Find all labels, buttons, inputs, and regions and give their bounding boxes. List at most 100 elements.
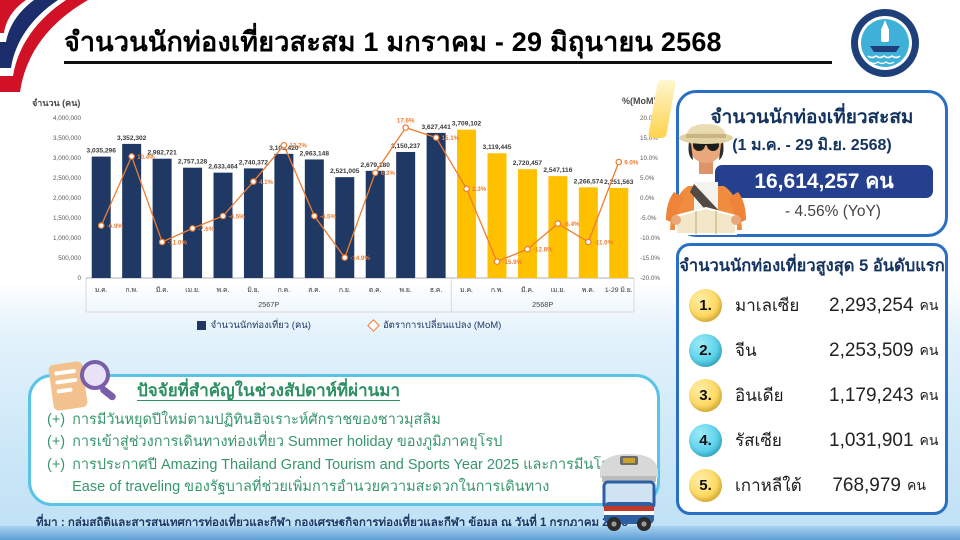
- bar: [426, 132, 446, 278]
- legend-item-bars: จำนวนนักท่องเที่ยว (คน): [196, 318, 311, 333]
- x-tick-label: มี.ค.: [156, 286, 169, 294]
- mom-point: [189, 225, 196, 232]
- y-left-tick: 1,000,000: [53, 235, 82, 242]
- y-axis-left-title: จำนวน (คน): [32, 98, 81, 108]
- factor-text: การมีวันหยุดปีใหม่ตามปฏิทินฮิจเราะห์ศักร…: [72, 412, 441, 428]
- header: จำนวนนักท่องเที่ยวสะสม 1 มกราคม - 29 มิถ…: [0, 0, 960, 92]
- legend-item-line: อัตราการเปลี่ยนแปลง (MoM): [367, 318, 502, 333]
- bar: [213, 172, 233, 278]
- bar-value-label: 2,633,464: [208, 164, 238, 171]
- unit-label: คน: [919, 386, 939, 403]
- bar: [396, 151, 416, 278]
- bottom-wave-decoration: [0, 526, 960, 540]
- mom-point: [128, 153, 135, 160]
- mom-point: [158, 238, 166, 246]
- bar-value-label: 2,740,372: [239, 159, 269, 166]
- country-label: อินเดีย: [735, 386, 784, 405]
- country-value: 1,179,243: [829, 384, 914, 406]
- x-tick-label: พ.ค.: [582, 287, 595, 294]
- y-left-tick: 2,000,000: [53, 195, 82, 202]
- bar-value-label: 2,266,574: [574, 178, 604, 185]
- x-tick-label: มิ.ย.: [247, 286, 259, 294]
- top5-rows: 1. มาเลเซีย 2,293,254 คน 2. จีน 2,253,50…: [679, 283, 945, 508]
- x-tick-label: มี.ค.: [521, 286, 534, 294]
- x-tick-label: เม.ย.: [185, 287, 200, 294]
- y-left-tick: 0: [77, 275, 81, 282]
- mom-value-label: 13.2%: [289, 143, 307, 150]
- y-left-tick: 1,500,000: [53, 215, 82, 222]
- y-axis-right-title: %(MoM): [622, 96, 657, 106]
- bar: [122, 143, 142, 278]
- bar: [487, 153, 507, 278]
- y-left-tick: 3,500,000: [53, 135, 82, 142]
- bar-value-label: 2,679,180: [361, 162, 391, 169]
- x-tick-label: ม.ค.: [95, 287, 108, 294]
- country-value: 768,979: [832, 474, 901, 496]
- y-right-tick: -15.0%: [640, 255, 660, 262]
- legend-line-label: อัตราการเปลี่ยนแปลง (MoM): [382, 320, 502, 331]
- top5-panel: จำนวนนักท่องเที่ยวสูงสุด 5 อันดับแรก 1. …: [676, 243, 948, 515]
- factor-text: การประกาศปี Amazing Thailand Grand Touri…: [72, 456, 636, 496]
- rank-badge: 4.: [689, 424, 722, 457]
- top5-row: 4. รัสเซีย 1,031,901 คน: [679, 418, 945, 463]
- factors-list: (+) การมีวันหยุดปีใหม่ตามปฏิทินฮิจเราะห์…: [47, 409, 639, 499]
- legend-bars-label: จำนวนนักท่องเที่ยว (คน): [210, 320, 311, 331]
- y-right-tick: -5.0%: [640, 215, 657, 222]
- y-right-tick: -20.0%: [640, 275, 660, 282]
- mom-value-label: -14.9%: [350, 255, 370, 262]
- mom-value-label: -11.0%: [168, 239, 188, 246]
- mom-point: [219, 212, 227, 220]
- bar: [609, 187, 629, 278]
- x-tick-label: ต.ค.: [369, 287, 382, 294]
- country-value: 2,253,509: [829, 339, 914, 361]
- bar-value-label: 3,119,445: [483, 144, 512, 151]
- summary-panel: จำนวนนักท่องเที่ยวสะสม (1 ม.ค. - 29 มิ.ย…: [676, 90, 948, 237]
- mom-value-label: -4.5%: [229, 213, 246, 220]
- y-right-tick: 10.0%: [640, 155, 658, 162]
- bar-value-label: 2,720,457: [513, 160, 543, 167]
- mom-value-label: 15.1%: [442, 135, 460, 142]
- bar-value-label: 2,521,005: [330, 168, 360, 175]
- key-factors-panel: ปัจจัยที่สำคัญในช่วงสัปดาห์ที่ผ่านมา (+)…: [28, 360, 660, 506]
- mom-value-label: -6.9%: [107, 223, 124, 230]
- country-label: จีน: [735, 341, 757, 360]
- y-right-tick: 20.0%: [640, 115, 658, 122]
- mom-value-label: 4.1%: [259, 179, 274, 186]
- summary-total-badge: 16,614,257 คน: [715, 165, 933, 198]
- bar-value-label: 3,709,102: [452, 121, 482, 128]
- mom-point: [97, 222, 105, 229]
- factor-item: (+) การเข้าสู่ช่วงการเดินทางท่องเที่ยว S…: [47, 431, 639, 453]
- mom-point: [250, 178, 257, 185]
- bar-value-label: 2,963,148: [300, 150, 330, 157]
- clipboard-magnifier-icon: [48, 360, 116, 411]
- mom-value-label: -6.4%: [563, 221, 580, 228]
- mom-point: [402, 124, 409, 131]
- bar: [91, 156, 111, 278]
- y-left-tick: 2,500,000: [53, 175, 82, 182]
- rank-badge: 1.: [689, 289, 722, 322]
- bar-value-label: 3,352,302: [117, 135, 147, 142]
- mom-value-label: 2.3%: [472, 186, 487, 193]
- top5-row: 5. เกาหลีใต้ 768,979 คน: [679, 463, 945, 508]
- rank-badge: 5.: [689, 469, 722, 502]
- summary-period: (1 ม.ค. - 29 มิ.ย. 2568): [732, 137, 892, 154]
- bar: [335, 177, 355, 278]
- x-tick-label: 1-29 มิ.ย.: [605, 286, 633, 294]
- group-label: 2567P: [258, 300, 279, 309]
- mom-point: [371, 169, 379, 177]
- y-right-tick: 5.0%: [640, 175, 655, 182]
- x-tick-label: ก.ย.: [339, 287, 351, 294]
- mom-value-label: -15.9%: [503, 259, 523, 266]
- bar: [548, 176, 568, 278]
- country-label: เกาหลีใต้: [735, 476, 802, 495]
- unit-label: คน: [919, 431, 939, 448]
- top5-row: 1. มาเลเซีย 2,293,254 คน: [679, 283, 945, 328]
- tourist-illustration-icon: [666, 124, 746, 235]
- top5-row: 2. จีน 2,253,509 คน: [679, 328, 945, 373]
- x-tick-label: เม.ย.: [551, 287, 566, 294]
- bar: [365, 170, 385, 278]
- x-tick-label: ก.พ.: [491, 287, 503, 294]
- tuktuk-illustration-icon: [600, 454, 658, 531]
- mom-point: [615, 158, 623, 166]
- bar-value-label: 2,757,128: [178, 159, 208, 166]
